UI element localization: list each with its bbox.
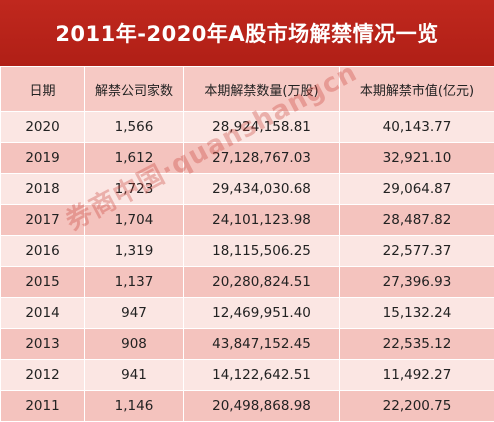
cell-date: 2019 [1, 143, 85, 174]
cell-unlock-value: 15,132.24 [340, 298, 494, 329]
cell-unlock-value: 11,492.27 [340, 360, 494, 391]
cell-unlock-shares: 18,115,506.25 [184, 236, 340, 267]
header-unlock-value: 本期解禁市值(亿元) [340, 67, 494, 112]
page-title: 2011年-2020年A股市场解禁情况一览 [55, 18, 438, 48]
cell-date: 2013 [1, 329, 85, 360]
cell-unlock-shares: 24,101,123.98 [184, 205, 340, 236]
cell-company-count: 1,146 [85, 391, 184, 422]
cell-company-count: 1,319 [85, 236, 184, 267]
cell-date: 2011 [1, 391, 85, 422]
cell-unlock-shares: 43,847,152.45 [184, 329, 340, 360]
cell-date: 2014 [1, 298, 85, 329]
cell-date: 2016 [1, 236, 85, 267]
cell-unlock-shares: 12,469,951.40 [184, 298, 340, 329]
cell-company-count: 941 [85, 360, 184, 391]
table-row: 2020 1,566 28,924,158.81 40,143.77 [1, 112, 494, 143]
cell-company-count: 1,704 [85, 205, 184, 236]
cell-date: 2012 [1, 360, 85, 391]
cell-date: 2015 [1, 267, 85, 298]
cell-unlock-shares: 28,924,158.81 [184, 112, 340, 143]
unlock-table: 日期 解禁公司家数 本期解禁数量(万股) 本期解禁市值(亿元) 2020 1,5… [0, 66, 494, 422]
table-row: 2011 1,146 20,498,868.98 22,200.75 [1, 391, 494, 422]
header-date: 日期 [1, 67, 85, 112]
title-bar: 2011年-2020年A股市场解禁情况一览 [0, 0, 494, 66]
table-row: 2015 1,137 20,280,824.51 27,396.93 [1, 267, 494, 298]
cell-unlock-shares: 20,498,868.98 [184, 391, 340, 422]
table-row: 2013 908 43,847,152.45 22,535.12 [1, 329, 494, 360]
table-row: 2017 1,704 24,101,123.98 28,487.82 [1, 205, 494, 236]
cell-company-count: 1,723 [85, 174, 184, 205]
cell-date: 2020 [1, 112, 85, 143]
header-company-count: 解禁公司家数 [85, 67, 184, 112]
cell-unlock-value: 32,921.10 [340, 143, 494, 174]
cell-unlock-value: 29,064.87 [340, 174, 494, 205]
cell-unlock-shares: 14,122,642.51 [184, 360, 340, 391]
cell-unlock-value: 22,577.37 [340, 236, 494, 267]
cell-company-count: 1,137 [85, 267, 184, 298]
cell-date: 2018 [1, 174, 85, 205]
cell-unlock-value: 22,535.12 [340, 329, 494, 360]
cell-company-count: 1,566 [85, 112, 184, 143]
table-row: 2018 1,723 29,434,030.68 29,064.87 [1, 174, 494, 205]
table-row: 2019 1,612 27,128,767.03 32,921.10 [1, 143, 494, 174]
cell-unlock-shares: 27,128,767.03 [184, 143, 340, 174]
cell-unlock-value: 22,200.75 [340, 391, 494, 422]
cell-unlock-shares: 29,434,030.68 [184, 174, 340, 205]
table-row: 2014 947 12,469,951.40 15,132.24 [1, 298, 494, 329]
table-row: 2016 1,319 18,115,506.25 22,577.37 [1, 236, 494, 267]
table-row: 2012 941 14,122,642.51 11,492.27 [1, 360, 494, 391]
cell-company-count: 908 [85, 329, 184, 360]
cell-company-count: 1,612 [85, 143, 184, 174]
cell-unlock-shares: 20,280,824.51 [184, 267, 340, 298]
cell-unlock-value: 40,143.77 [340, 112, 494, 143]
cell-unlock-value: 27,396.93 [340, 267, 494, 298]
table-header-row: 日期 解禁公司家数 本期解禁数量(万股) 本期解禁市值(亿元) [1, 67, 494, 112]
cell-company-count: 947 [85, 298, 184, 329]
cell-date: 2017 [1, 205, 85, 236]
header-unlock-shares: 本期解禁数量(万股) [184, 67, 340, 112]
cell-unlock-value: 28,487.82 [340, 205, 494, 236]
